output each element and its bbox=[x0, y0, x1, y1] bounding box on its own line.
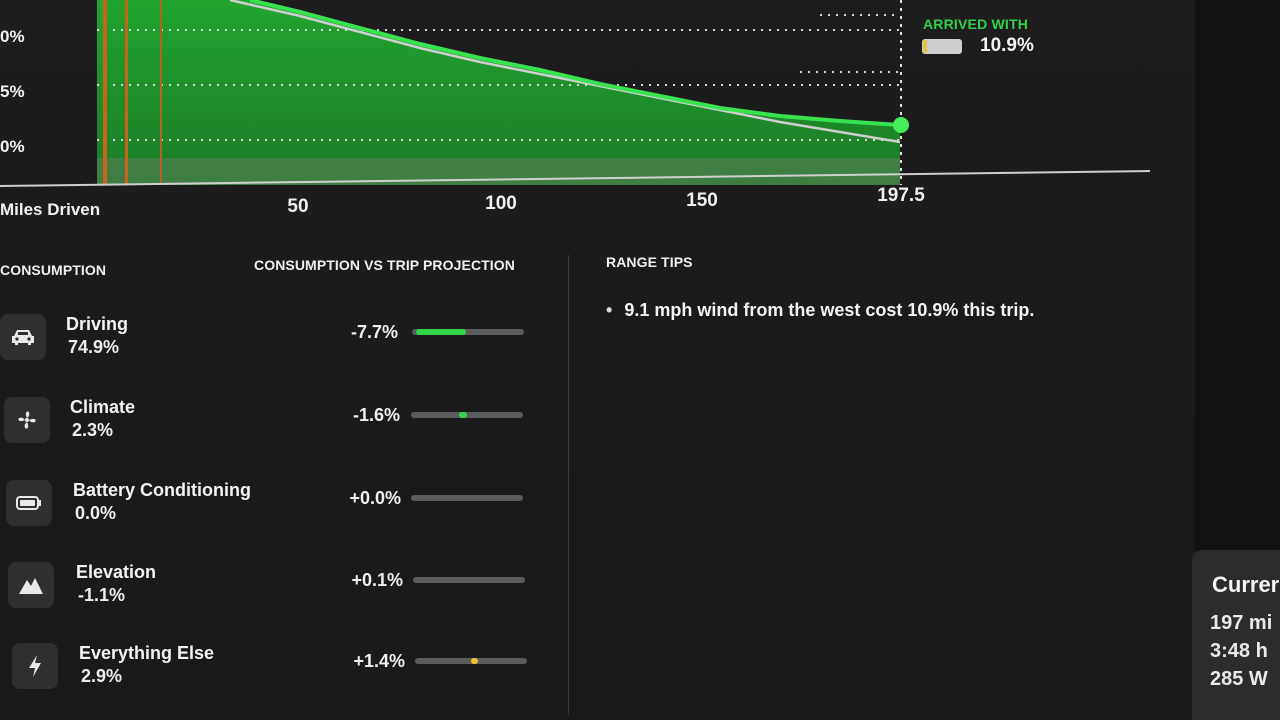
consumption-label: Driving bbox=[66, 314, 129, 334]
consumption-vs-projection-header: CONSUMPTION VS TRIP PROJECTION bbox=[254, 257, 515, 273]
projection-delta: +0.0% bbox=[349, 488, 401, 508]
projection-bar bbox=[411, 412, 523, 418]
consumption-share: 74.9% bbox=[68, 337, 120, 357]
section-divider bbox=[568, 255, 569, 715]
arrived-with-value: 10.9% bbox=[980, 35, 1034, 56]
projection-delta: +0.1% bbox=[351, 570, 403, 590]
trip-distance: 197 mi bbox=[1210, 612, 1273, 634]
mountain-icon bbox=[8, 562, 54, 608]
y-tick-label: 0% bbox=[0, 137, 25, 156]
consumption-row-everything-else[interactable]: Everything Else 2.9% +1.4% bbox=[0, 641, 540, 701]
arrival-point bbox=[893, 117, 909, 133]
energy-area-fill bbox=[97, 0, 900, 185]
projection-delta: -7.7% bbox=[350, 322, 398, 342]
projection-bar bbox=[412, 329, 524, 335]
consumption-row-driving[interactable]: Driving 74.9% -7.7% bbox=[0, 312, 540, 372]
trip-energy: 285 W bbox=[1210, 668, 1268, 690]
projection-bar bbox=[415, 658, 527, 664]
lightning-icon bbox=[12, 643, 58, 689]
energy-app-screen: 0% 5% 0% Miles Driven 50 100 150 197.5 A… bbox=[0, 0, 1195, 720]
arrived-with-label: ARRIVED WITH bbox=[923, 16, 1029, 32]
projection-delta: -1.6% bbox=[352, 405, 400, 425]
current-trip-card[interactable]: Currer 197 mi 3:48 h 285 W bbox=[1192, 550, 1280, 720]
fan-icon bbox=[4, 397, 50, 443]
consumption-share: 0.0% bbox=[75, 503, 117, 523]
x-tick-label: 100 bbox=[485, 193, 517, 214]
battery-icon bbox=[922, 39, 962, 54]
consumption-row-climate[interactable]: Climate 2.3% -1.6% bbox=[0, 395, 540, 455]
consumption-row-elevation[interactable]: Elevation -1.1% +0.1% bbox=[0, 560, 540, 620]
consumption-row-battery-conditioning[interactable]: Battery Conditioning 0.0% +0.0% bbox=[0, 478, 540, 538]
energy-baseline-band bbox=[97, 158, 900, 185]
actual-energy-line bbox=[249, 0, 901, 127]
projection-delta: +1.4% bbox=[353, 651, 405, 671]
range-tip: 9.1 mph wind from the west cost 10.9% th… bbox=[606, 300, 1034, 321]
projection-bar-fill bbox=[459, 412, 467, 418]
projection-bar-fill bbox=[471, 658, 478, 664]
charge-stop-marker bbox=[160, 0, 162, 185]
projection-bar bbox=[411, 495, 523, 501]
consumption-share: 2.9% bbox=[81, 666, 123, 686]
projection-line bbox=[229, 0, 901, 144]
consumption-share: -1.1% bbox=[78, 585, 126, 605]
projection-bar bbox=[413, 577, 525, 583]
consumption-label: Everything Else bbox=[79, 643, 215, 663]
trip-duration: 3:48 h bbox=[1210, 640, 1268, 662]
x-axis-title: Miles Driven bbox=[0, 200, 101, 219]
consumption-label: Elevation bbox=[76, 562, 157, 582]
charge-stop-marker bbox=[103, 0, 107, 185]
projection-bar-fill bbox=[416, 329, 466, 335]
x-tick-label: 197.5 bbox=[877, 185, 925, 206]
x-tick-label: 150 bbox=[686, 190, 718, 211]
consumption-header: CONSUMPTION bbox=[0, 262, 107, 278]
consumption-label: Battery Conditioning bbox=[73, 480, 251, 500]
x-axis-line bbox=[0, 170, 1151, 187]
current-trip-title: Currer bbox=[1212, 572, 1280, 597]
x-tick-label: 50 bbox=[287, 196, 309, 217]
charge-stop-marker bbox=[125, 0, 128, 185]
y-tick-label: 5% bbox=[0, 82, 25, 101]
range-tips-header: RANGE TIPS bbox=[606, 254, 693, 270]
car-icon bbox=[0, 314, 46, 360]
arrived-battery-level bbox=[923, 40, 927, 53]
energy-graph bbox=[0, 0, 1151, 187]
battery-icon bbox=[6, 480, 52, 526]
y-tick-label: 0% bbox=[0, 27, 25, 46]
consumption-share: 2.3% bbox=[72, 420, 114, 440]
consumption-label: Climate bbox=[70, 397, 136, 417]
